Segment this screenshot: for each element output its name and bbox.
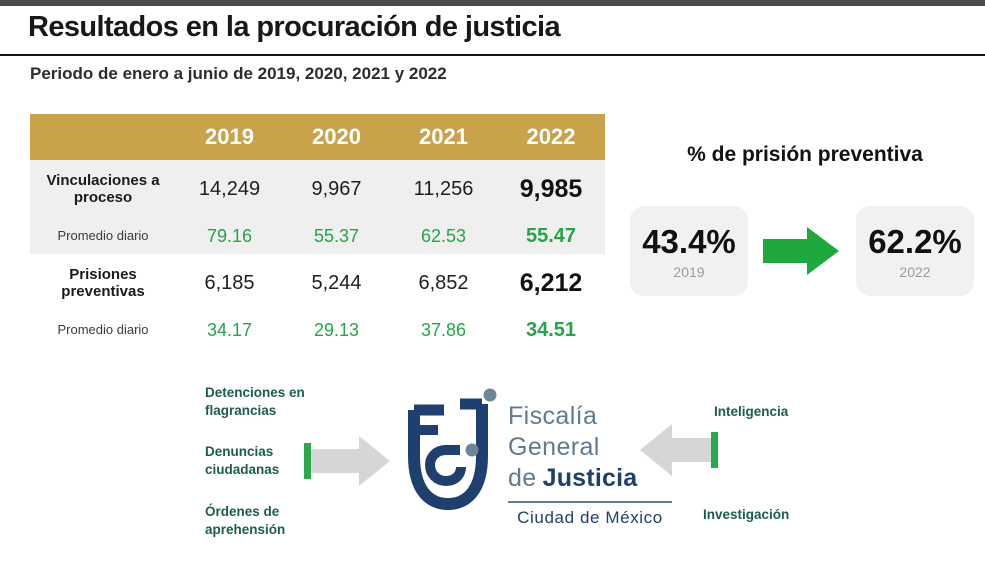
output-arrow-icon	[640, 424, 718, 476]
cell-value: 37.86	[420, 319, 467, 340]
percent-from-value: 43.4%	[642, 222, 736, 260]
table-row-promedio-prisiones: Promedio diario 34.17 29.13 37.86 34.51	[30, 312, 605, 348]
table-header-year-2020: 2020	[312, 124, 361, 149]
cell-value: 79.16	[206, 225, 253, 246]
percent-to-box: 62.2% 2022	[856, 206, 974, 296]
funnel-label-investigacion: Investigación	[703, 507, 790, 522]
table-row-prisiones: Prisiones preventivas 6,185 5,244 6,852 …	[30, 254, 605, 312]
cell-value-highlight: 9,985	[519, 174, 583, 203]
input-arrow-icon	[304, 436, 390, 486]
table-header-year-2021: 2021	[419, 124, 468, 149]
row-label: Promedio diario	[57, 227, 149, 243]
logo-line-2: General	[508, 433, 600, 461]
cell-value: 5,244	[311, 271, 362, 294]
table-row-vinculaciones: Vinculaciones a proceso 14,249 9,967 11,…	[30, 160, 605, 218]
percent-panel-title: % de prisión preventiva	[687, 143, 923, 166]
cell-value: 34.17	[206, 319, 253, 340]
table-header-row: 2019 2020 2021 2022	[30, 114, 605, 160]
logo-justicia: Justicia	[542, 464, 638, 492]
cell-value-highlight: 55.47	[525, 224, 577, 247]
cell-value: 9,967	[311, 177, 362, 200]
increase-arrow-icon	[763, 227, 839, 275]
logo-divider	[508, 501, 672, 503]
page-title: Resultados en la procuración de justicia	[28, 11, 561, 43]
title-divider	[0, 54, 985, 56]
fgj-logo-mark-icon	[408, 388, 497, 510]
percent-panel: 43.4% 2019 62.2% 2022	[630, 206, 974, 296]
cell-value-highlight: 6,212	[519, 268, 583, 297]
funnel-label-denuncias: Denuncias ciudadanas	[205, 444, 280, 477]
fgj-logo-wordmark: Fiscalía General de Justicia Ciudad de Mé…	[508, 401, 678, 528]
logo-line-1: Fiscalía	[508, 402, 598, 430]
percent-from-year: 2019	[673, 263, 705, 280]
row-label: Vinculaciones a proceso	[46, 171, 160, 206]
cell-value: 29.13	[313, 319, 360, 340]
funnel-label-inteligencia: Inteligencia	[714, 404, 789, 419]
cell-value: 62.53	[420, 225, 467, 246]
percent-to-year: 2022	[899, 263, 931, 280]
percent-from-box: 43.4% 2019	[630, 206, 748, 296]
cell-value: 55.37	[313, 225, 360, 246]
logo-city: Ciudad de México	[517, 508, 663, 527]
row-label: Promedio diario	[57, 321, 149, 337]
table-row-promedio-vinculaciones: Promedio diario 79.16 55.37 62.53 55.47	[30, 218, 605, 254]
logo-de: de	[508, 464, 537, 492]
table-header-year-2022: 2022	[526, 124, 576, 149]
stats-table: 2019 2020 2021 2022 Vinculaciones a proc…	[30, 114, 605, 348]
subtitle: Periodo de enero a junio de 2019, 2020, …	[30, 64, 447, 83]
cell-value: 14,249	[198, 177, 261, 200]
logo-line-3: de Justicia	[508, 463, 678, 494]
row-label: Prisiones preventivas	[61, 265, 145, 300]
percent-to-value: 62.2%	[868, 222, 962, 260]
funnel-label-detenciones: Detenciones en flagrancias	[205, 385, 305, 418]
cell-value: 6,185	[204, 271, 255, 294]
top-accent-bar	[0, 0, 985, 6]
cell-value-highlight: 34.51	[525, 318, 577, 341]
funnel-label-ordenes: Órdenes de aprehensión	[205, 504, 286, 537]
cell-value: 11,256	[413, 177, 474, 200]
cell-value: 6,852	[418, 271, 469, 294]
table-header-year-2019: 2019	[205, 124, 254, 149]
